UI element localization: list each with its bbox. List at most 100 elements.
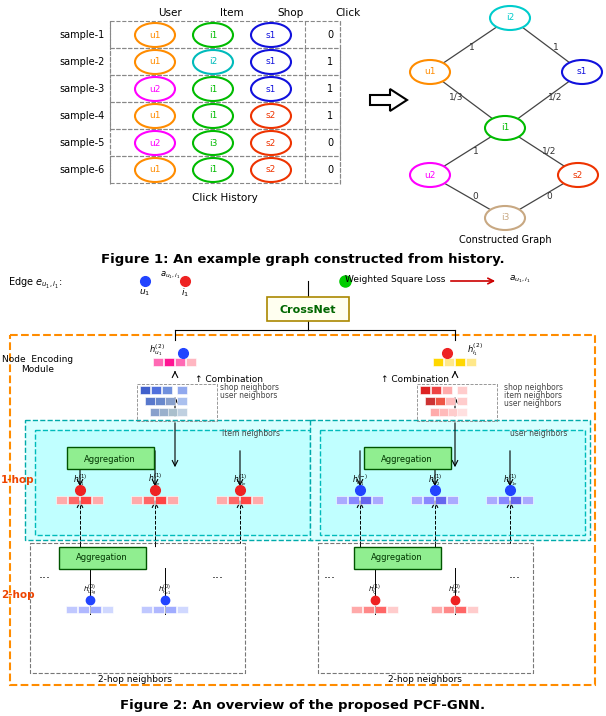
Text: s1: s1 xyxy=(266,31,276,39)
Text: ...: ... xyxy=(212,569,224,581)
Text: i1: i1 xyxy=(209,84,217,94)
Bar xyxy=(433,358,443,366)
Bar xyxy=(78,606,89,613)
Bar xyxy=(177,386,187,394)
Text: sample-2: sample-2 xyxy=(59,57,105,67)
Bar xyxy=(348,496,359,504)
Bar xyxy=(431,606,442,613)
Text: $i_1$: $i_1$ xyxy=(181,286,189,299)
Text: s1: s1 xyxy=(266,84,276,94)
FancyBboxPatch shape xyxy=(354,547,441,569)
Bar xyxy=(110,156,340,183)
Bar xyxy=(66,606,77,613)
Ellipse shape xyxy=(135,158,175,182)
Bar xyxy=(102,606,113,613)
Ellipse shape xyxy=(485,116,525,140)
Text: 0: 0 xyxy=(547,192,553,201)
Bar xyxy=(431,386,441,394)
Text: user neighbors: user neighbors xyxy=(220,392,278,400)
Bar xyxy=(68,496,79,504)
FancyBboxPatch shape xyxy=(267,297,349,321)
Bar xyxy=(240,496,251,504)
Text: 1/3: 1/3 xyxy=(448,92,463,102)
Text: ...: ... xyxy=(39,569,51,581)
Bar xyxy=(351,606,362,613)
Bar xyxy=(425,397,435,405)
Bar xyxy=(372,496,383,504)
Bar xyxy=(443,606,454,613)
Bar xyxy=(35,430,310,535)
Text: u1: u1 xyxy=(149,31,161,39)
Text: s2: s2 xyxy=(266,165,276,175)
Bar xyxy=(164,358,174,366)
Text: Click: Click xyxy=(335,8,361,18)
Text: sample-3: sample-3 xyxy=(60,84,105,94)
Text: s2: s2 xyxy=(573,170,583,180)
Text: i1: i1 xyxy=(501,123,509,132)
Text: Aggregation: Aggregation xyxy=(76,553,128,563)
FancyBboxPatch shape xyxy=(67,447,154,469)
Ellipse shape xyxy=(193,23,233,47)
Bar xyxy=(445,397,455,405)
Text: sample-1: sample-1 xyxy=(60,30,105,40)
Text: $a_{u_1,i_1}$: $a_{u_1,i_1}$ xyxy=(509,274,531,285)
Text: Weighted Square Loss: Weighted Square Loss xyxy=(345,274,445,284)
Text: 2-hop: 2-hop xyxy=(1,590,35,600)
Ellipse shape xyxy=(193,104,233,128)
Text: Edge $e_{u_1, i_1}$:: Edge $e_{u_1, i_1}$: xyxy=(8,276,62,291)
Bar xyxy=(318,543,533,673)
Text: 0: 0 xyxy=(327,138,333,148)
Bar xyxy=(455,358,465,366)
Bar xyxy=(435,496,446,504)
Text: i1: i1 xyxy=(209,112,217,120)
Bar xyxy=(110,102,340,129)
Text: $h_{s_{1n}}^{(1)}$: $h_{s_{1n}}^{(1)}$ xyxy=(233,472,247,488)
Bar xyxy=(141,606,152,613)
Text: sample-6: sample-6 xyxy=(60,165,105,175)
Text: i3: i3 xyxy=(209,138,217,147)
Bar xyxy=(155,496,166,504)
Text: i2: i2 xyxy=(209,57,217,67)
Bar xyxy=(168,408,178,416)
Text: 0: 0 xyxy=(327,165,333,175)
Bar xyxy=(110,21,340,48)
Text: sample-5: sample-5 xyxy=(59,138,105,148)
Text: u2: u2 xyxy=(149,138,161,147)
Text: u1: u1 xyxy=(149,112,161,120)
Bar xyxy=(162,386,172,394)
Ellipse shape xyxy=(135,77,175,101)
Bar xyxy=(435,397,445,405)
Bar xyxy=(442,386,452,394)
Bar xyxy=(137,384,217,421)
Text: $h_{i_{1n}}^{(1)}$: $h_{i_{1n}}^{(1)}$ xyxy=(148,472,162,488)
Text: ...: ... xyxy=(509,569,521,581)
Text: $h_{i_2}^{(1)}$: $h_{i_2}^{(1)}$ xyxy=(368,582,382,598)
Ellipse shape xyxy=(251,23,291,47)
Bar xyxy=(252,496,263,504)
Text: $h_{u_1}^{(-)}$: $h_{u_1}^{(-)}$ xyxy=(352,472,368,488)
Bar xyxy=(186,358,196,366)
Bar xyxy=(145,397,155,405)
Bar xyxy=(510,496,521,504)
Ellipse shape xyxy=(135,23,175,47)
Bar xyxy=(522,496,533,504)
Text: u2: u2 xyxy=(424,170,436,180)
Bar xyxy=(467,606,478,613)
Text: Click History: Click History xyxy=(192,193,258,203)
Bar xyxy=(90,606,101,613)
Bar xyxy=(10,335,595,685)
Text: Constructed Graph: Constructed Graph xyxy=(459,235,551,245)
Bar xyxy=(110,75,340,102)
Bar xyxy=(25,420,315,540)
Bar xyxy=(92,496,103,504)
Text: $h_{s_{2c}}^{(0)}$: $h_{s_{2c}}^{(0)}$ xyxy=(448,583,462,597)
Text: s2: s2 xyxy=(266,138,276,147)
Text: i2: i2 xyxy=(506,14,514,22)
Bar xyxy=(110,48,340,75)
Text: item neighbors: item neighbors xyxy=(222,430,280,438)
Text: 1: 1 xyxy=(473,147,478,156)
Text: Aggregation: Aggregation xyxy=(381,455,433,463)
Text: s2: s2 xyxy=(266,112,276,120)
Bar xyxy=(155,397,165,405)
Text: Figure 1: An example graph constructed from history.: Figure 1: An example graph constructed f… xyxy=(101,253,505,266)
